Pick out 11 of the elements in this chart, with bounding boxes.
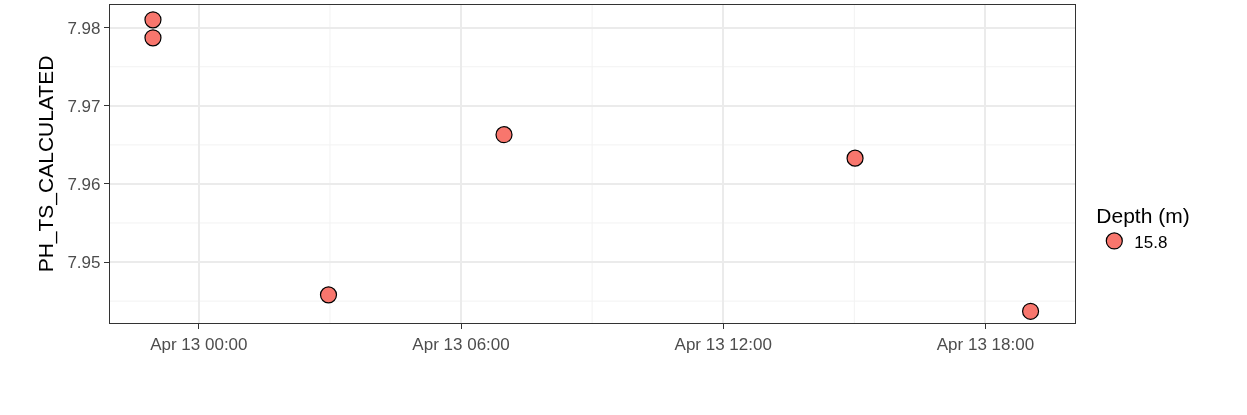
legend-title: Depth (m) (1096, 204, 1190, 228)
x-tick-label: Apr 13 12:00 (674, 334, 772, 354)
x-tick-label: Apr 13 06:00 (412, 334, 510, 354)
x-tick-label: Apr 13 00:00 (150, 334, 248, 354)
legend-label: 15.8 (1134, 232, 1168, 252)
y-tick-label: 7.95 (67, 253, 101, 273)
y-tick-label: 7.97 (67, 96, 101, 116)
y-tick-label: 7.96 (67, 174, 101, 194)
y-tick-label: 7.98 (67, 18, 101, 38)
y-axis-title: PH_TS_CALCULATED (33, 55, 58, 273)
x-tick-label: Apr 13 18:00 (936, 334, 1035, 354)
